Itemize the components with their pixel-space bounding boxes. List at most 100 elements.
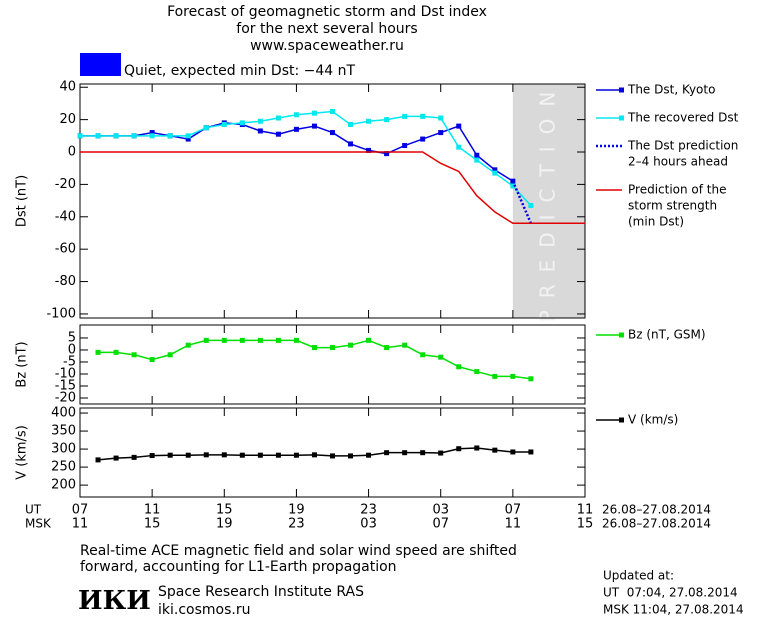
point xyxy=(528,449,534,455)
point xyxy=(420,450,426,456)
point xyxy=(311,452,317,458)
point xyxy=(275,337,281,343)
point xyxy=(528,376,534,382)
x-tick-label: 23 xyxy=(288,517,305,532)
point xyxy=(474,369,480,375)
legend-label: The Dst prediction xyxy=(627,139,738,153)
point xyxy=(167,133,173,139)
series-line xyxy=(80,110,532,206)
x-tick-label: 07 xyxy=(72,503,89,518)
title: www.spaceweather.ru xyxy=(250,38,404,54)
point xyxy=(420,352,426,358)
y-tick-label: 350 xyxy=(51,424,76,439)
point xyxy=(474,157,480,163)
point xyxy=(384,151,390,157)
y-tick-label: -10 xyxy=(55,366,76,381)
point xyxy=(293,126,299,132)
point xyxy=(330,345,335,351)
point xyxy=(492,373,498,379)
legend-marker xyxy=(619,87,624,93)
panel-frame xyxy=(79,83,586,319)
legend-marker xyxy=(619,332,624,338)
x-tick-label: 07 xyxy=(432,517,449,532)
point xyxy=(402,450,408,456)
point xyxy=(510,183,516,189)
point xyxy=(366,452,372,458)
point xyxy=(438,450,444,456)
title: for the next several hours xyxy=(236,21,417,37)
point xyxy=(149,133,155,139)
point xyxy=(330,130,335,136)
y-tick-label: 20 xyxy=(59,112,76,127)
y-tick-label: 250 xyxy=(51,460,76,475)
point xyxy=(492,447,498,453)
point xyxy=(95,133,101,139)
point xyxy=(77,133,83,139)
site: iki.cosmos.ru xyxy=(158,602,250,618)
x-tick-label: 15 xyxy=(577,517,594,532)
point xyxy=(474,445,480,451)
y-tick-label: -20 xyxy=(55,390,76,405)
y-tick-label: 0 xyxy=(68,342,76,357)
point xyxy=(456,446,462,452)
point xyxy=(293,112,299,118)
point xyxy=(203,452,209,458)
x-tick-label: 11 xyxy=(505,517,522,532)
panel-frame xyxy=(79,324,586,405)
point xyxy=(402,143,408,149)
legend-label: storm strength xyxy=(628,199,717,213)
point xyxy=(185,342,191,348)
point xyxy=(275,131,281,137)
point xyxy=(330,109,335,115)
x-tick-label: 19 xyxy=(216,517,233,532)
legend-label: The Dst, Kyoto xyxy=(627,83,715,97)
point xyxy=(257,128,263,134)
point xyxy=(311,345,317,351)
point xyxy=(492,170,498,176)
x-tick-label: 11 xyxy=(72,517,89,532)
point xyxy=(221,337,227,343)
point xyxy=(131,352,137,358)
point xyxy=(366,337,372,343)
point xyxy=(185,136,191,142)
panel-frame xyxy=(79,407,586,498)
logo: ИКИ xyxy=(78,586,151,616)
point xyxy=(131,454,137,460)
y-tick-label: -5 xyxy=(63,354,76,369)
y-axis-title: Dst (nT) xyxy=(15,175,30,227)
legend-label: The recovered Dst xyxy=(627,111,739,125)
y-tick-label: 200 xyxy=(51,478,76,493)
point xyxy=(275,115,281,121)
point xyxy=(149,130,155,136)
point xyxy=(384,117,390,123)
point xyxy=(456,144,462,150)
point xyxy=(239,452,245,458)
y-tick-label: -40 xyxy=(55,209,76,224)
point xyxy=(95,349,101,355)
x-tick-label: 19 xyxy=(288,503,305,518)
x-tick-label: 07 xyxy=(505,503,522,518)
point xyxy=(510,373,516,379)
point xyxy=(167,452,173,458)
ut-label: UT xyxy=(25,503,42,517)
legend-label: Bz (nT, GSM) xyxy=(628,328,706,342)
point xyxy=(257,452,263,458)
point xyxy=(185,133,191,139)
point xyxy=(203,337,209,343)
y-tick-label: 40 xyxy=(59,80,76,95)
point xyxy=(366,118,372,124)
point xyxy=(239,337,245,343)
point xyxy=(311,110,317,116)
x-tick-label: 23 xyxy=(360,503,377,518)
point xyxy=(438,354,444,360)
point xyxy=(348,121,354,127)
point xyxy=(131,133,137,139)
point xyxy=(293,452,299,458)
point xyxy=(221,121,227,127)
point xyxy=(420,113,426,119)
point xyxy=(348,453,354,459)
point xyxy=(438,130,444,136)
y-tick-label: -15 xyxy=(55,378,76,393)
updated-ut: UT 07:04, 27.08.2014 xyxy=(603,586,738,600)
